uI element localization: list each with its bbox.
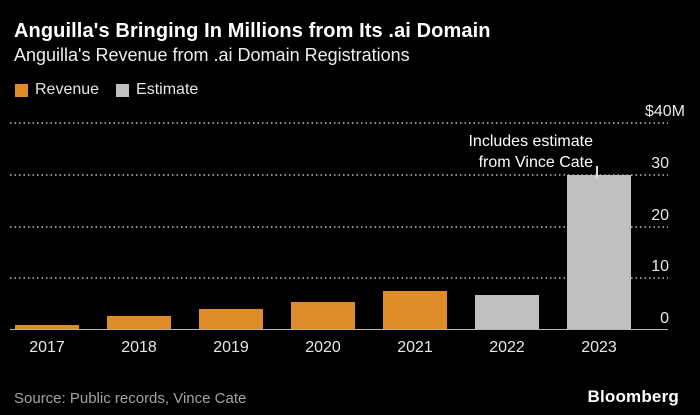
gridline-40 bbox=[10, 122, 668, 124]
x-axis-label-2023: 2023 bbox=[581, 339, 617, 356]
x-axis-label-2022: 2022 bbox=[489, 339, 525, 356]
bar-2019-revenue bbox=[199, 308, 263, 329]
x-axis-label-2018: 2018 bbox=[121, 339, 157, 356]
x-axis-label-2020: 2020 bbox=[305, 339, 341, 356]
gridline-10 bbox=[10, 277, 668, 280]
gridline-20 bbox=[10, 225, 668, 228]
legend-label-revenue: Revenue bbox=[35, 81, 100, 98]
gridline-30 bbox=[10, 173, 668, 176]
bar-2023-estimate bbox=[567, 174, 631, 329]
bar-2020-revenue bbox=[291, 302, 355, 329]
plot-area bbox=[10, 122, 668, 330]
y-axis-label-10: 10 bbox=[651, 258, 669, 276]
annotation-line-1: Includes estimate bbox=[468, 133, 593, 150]
bar-2021-revenue bbox=[383, 291, 447, 329]
x-axis-label-2021: 2021 bbox=[397, 339, 433, 356]
bar-2022-estimate bbox=[475, 294, 539, 329]
chart-subtitle: Anguilla's Revenue from .ai Domain Regis… bbox=[14, 45, 410, 65]
y-axis-label-30: 30 bbox=[651, 154, 669, 172]
legend-swatch-revenue-icon bbox=[15, 83, 28, 97]
legend-label-estimate: Estimate bbox=[136, 81, 199, 98]
y-axis-label-40: $40M bbox=[644, 103, 685, 120]
y-axis-label-20: 20 bbox=[651, 206, 669, 224]
bar-2017-revenue bbox=[15, 324, 79, 329]
chart-title: Anguilla's Bringing In Millions from Its… bbox=[14, 20, 491, 42]
bar-2018-revenue bbox=[107, 315, 171, 329]
annotation-pointer-line bbox=[596, 166, 598, 179]
annotation-text: Includes estimate from Vince Cate bbox=[468, 131, 593, 173]
bloomberg-logo: Bloomberg bbox=[587, 387, 679, 406]
annotation-line-2: from Vince Cate bbox=[478, 154, 593, 171]
x-axis-label-2017: 2017 bbox=[29, 339, 65, 356]
legend-item-revenue: Revenue bbox=[15, 81, 99, 99]
x-axis-label-2019: 2019 bbox=[213, 339, 249, 356]
source-text: Source: Public records, Vince Cate bbox=[14, 390, 247, 407]
y-axis-label-0: 0 bbox=[660, 310, 669, 327]
legend: Revenue Estimate bbox=[15, 81, 198, 99]
legend-item-estimate: Estimate bbox=[116, 81, 198, 99]
legend-swatch-estimate-icon bbox=[116, 83, 130, 97]
x-axis-line bbox=[10, 329, 668, 330]
